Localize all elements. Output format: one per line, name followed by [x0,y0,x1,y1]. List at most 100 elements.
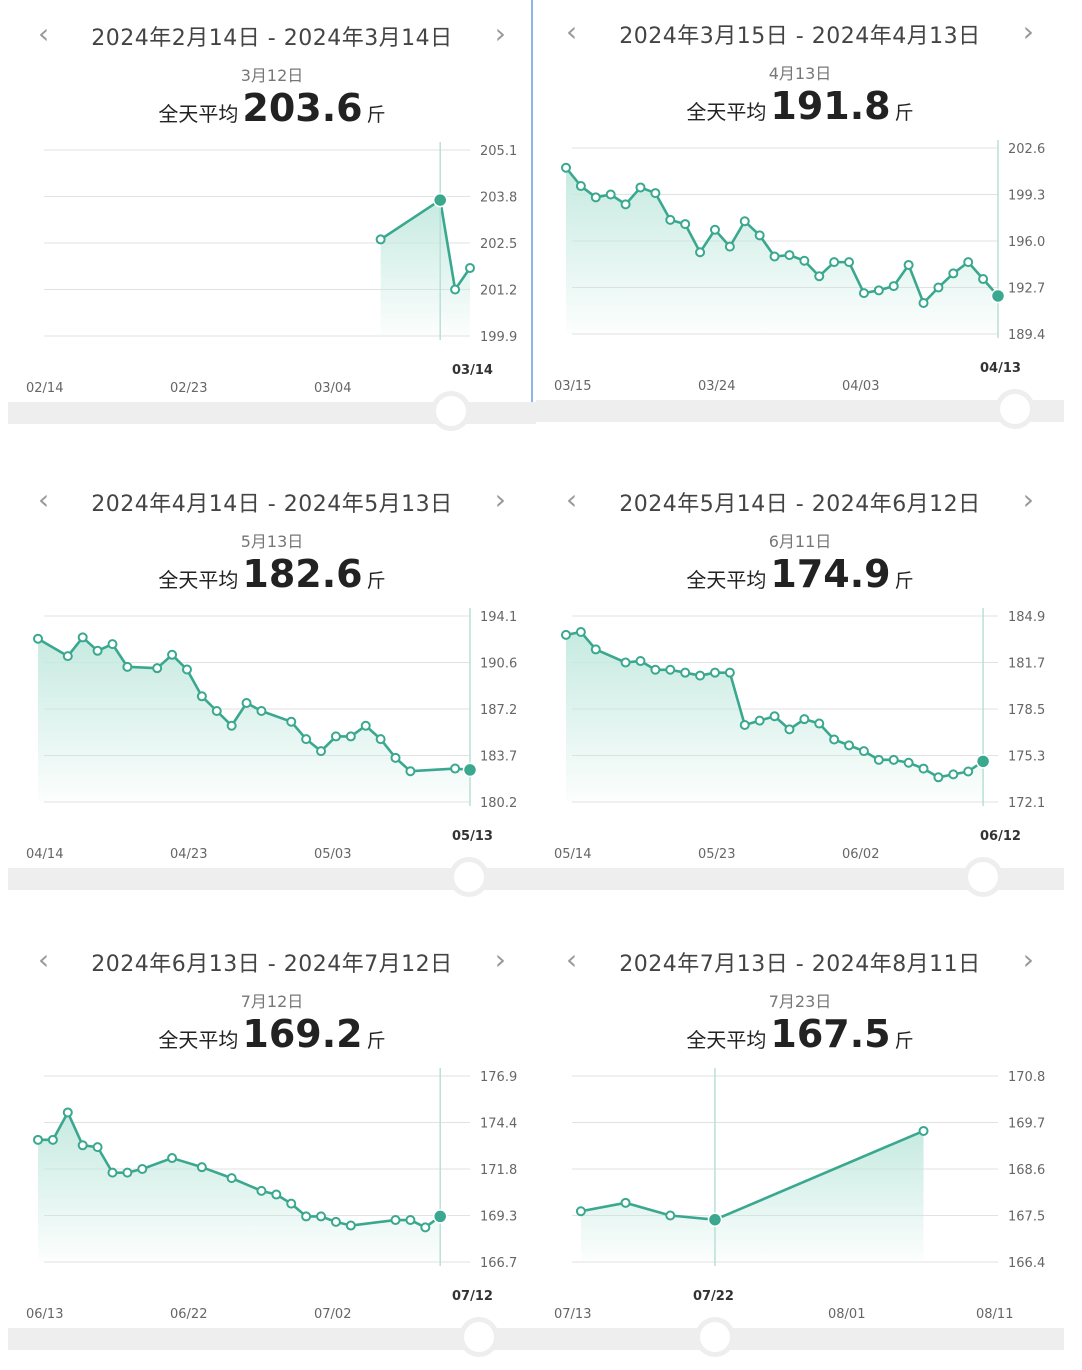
data-point[interactable] [933,282,944,293]
data-point[interactable] [829,257,840,268]
data-point[interactable] [241,697,252,708]
chevron-left-icon[interactable]: ‹ [566,483,578,516]
scrollbar-handle[interactable] [436,396,466,426]
chevron-right-icon[interactable]: › [1022,943,1034,976]
data-point[interactable] [286,716,297,727]
weight-chart[interactable]: 170.8 169.7 168.6 167.5 166.4 07/13 08/01 08/11… [536,1060,1064,1330]
chevron-right-icon[interactable]: › [494,17,506,50]
data-point[interactable] [256,706,267,717]
selected-data-point[interactable] [990,288,1006,304]
data-point[interactable] [620,199,631,210]
data-point[interactable] [769,251,780,262]
chevron-right-icon[interactable]: › [494,483,506,516]
data-point[interactable] [575,1206,586,1217]
data-point[interactable] [829,734,840,745]
selected-data-point[interactable] [707,1212,723,1227]
data-point[interactable] [47,1134,58,1145]
data-point[interactable] [561,162,571,173]
data-point[interactable] [152,663,163,674]
data-point[interactable] [620,657,631,668]
data-point[interactable] [709,224,720,235]
data-point[interactable] [948,769,959,780]
data-point[interactable] [724,667,735,678]
data-point[interactable] [918,298,929,308]
data-point[interactable] [167,649,178,660]
timeline-scrollbar[interactable] [8,396,536,426]
data-point[interactable] [77,1140,88,1151]
data-point[interactable] [948,268,959,279]
weight-chart[interactable]: 194.1 190.6 187.2 183.7 180.2 04/14 04/23 05/03… [8,600,536,870]
data-point[interactable] [665,214,676,225]
chevron-left-icon[interactable]: ‹ [38,17,50,50]
data-point[interactable] [211,706,222,717]
data-point[interactable] [226,1173,237,1184]
chevron-left-icon[interactable]: ‹ [38,943,50,976]
data-point[interactable] [918,1125,929,1136]
data-point[interactable] [330,731,341,742]
data-point[interactable] [301,1211,312,1222]
data-point[interactable] [978,274,989,285]
data-point[interactable] [316,746,327,757]
data-point[interactable] [465,263,475,274]
data-point[interactable] [92,645,103,656]
data-point[interactable] [903,757,914,768]
weight-chart[interactable]: 184.9 181.7 178.5 175.3 172.1 05/14 05/23 06/02… [536,600,1064,870]
data-point[interactable] [695,247,706,258]
data-point[interactable] [181,664,192,675]
data-point[interactable] [137,1164,148,1174]
data-point[interactable] [420,1222,431,1233]
data-point[interactable] [754,230,765,241]
data-point[interactable] [122,661,133,672]
weight-chart[interactable]: 205.1 203.8 202.5 201.2 199.9 02/14 02/23 03/04… [8,134,536,404]
chevron-left-icon[interactable]: ‹ [38,483,50,516]
data-point[interactable] [405,1215,416,1226]
selected-data-point[interactable] [975,754,991,769]
data-point[interactable] [665,664,676,675]
data-point[interactable] [561,629,571,640]
data-point[interactable] [680,667,691,678]
data-point[interactable] [873,285,884,296]
data-point[interactable] [226,720,237,731]
data-point[interactable] [814,718,825,729]
data-point[interactable] [665,1210,676,1221]
timeline-scrollbar[interactable] [536,394,1064,424]
data-point[interactable] [575,626,586,637]
data-point[interactable] [650,664,661,675]
data-point[interactable] [196,691,207,702]
data-point[interactable] [963,766,974,777]
data-point[interactable] [590,644,601,655]
weight-chart[interactable]: 202.6 199.3 196.0 192.7 189.4 03/15 03/24 04/03… [536,132,1064,402]
data-point[interactable] [635,656,646,667]
scrollbar-handle[interactable] [968,862,998,892]
data-point[interactable] [873,754,884,765]
data-point[interactable] [590,192,601,203]
data-point[interactable] [77,632,88,643]
data-point[interactable] [256,1185,267,1196]
data-point[interactable] [605,189,616,200]
data-point[interactable] [903,259,914,270]
data-point[interactable] [405,766,416,777]
data-point[interactable] [62,651,73,662]
timeline-scrollbar[interactable] [8,862,536,892]
data-point[interactable] [286,1198,297,1209]
data-point[interactable] [62,1107,73,1118]
data-point[interactable] [709,667,720,678]
data-point[interactable] [739,216,750,227]
data-point[interactable] [107,1167,118,1178]
data-point[interactable] [695,670,706,681]
data-point[interactable] [196,1162,207,1173]
data-point[interactable] [933,772,944,783]
data-point[interactable] [316,1211,327,1222]
data-point[interactable] [575,181,586,192]
data-point[interactable] [888,754,899,765]
data-point[interactable] [844,740,855,751]
data-point[interactable] [963,257,974,268]
chevron-right-icon[interactable]: › [1022,15,1034,48]
data-point[interactable] [620,1197,631,1208]
scrollbar-handle[interactable] [1000,394,1030,424]
data-point[interactable] [724,241,735,252]
data-point[interactable] [635,182,646,193]
scrollbar-handle[interactable] [454,862,484,892]
selected-data-point[interactable] [432,1209,448,1224]
data-point[interactable] [858,746,869,757]
